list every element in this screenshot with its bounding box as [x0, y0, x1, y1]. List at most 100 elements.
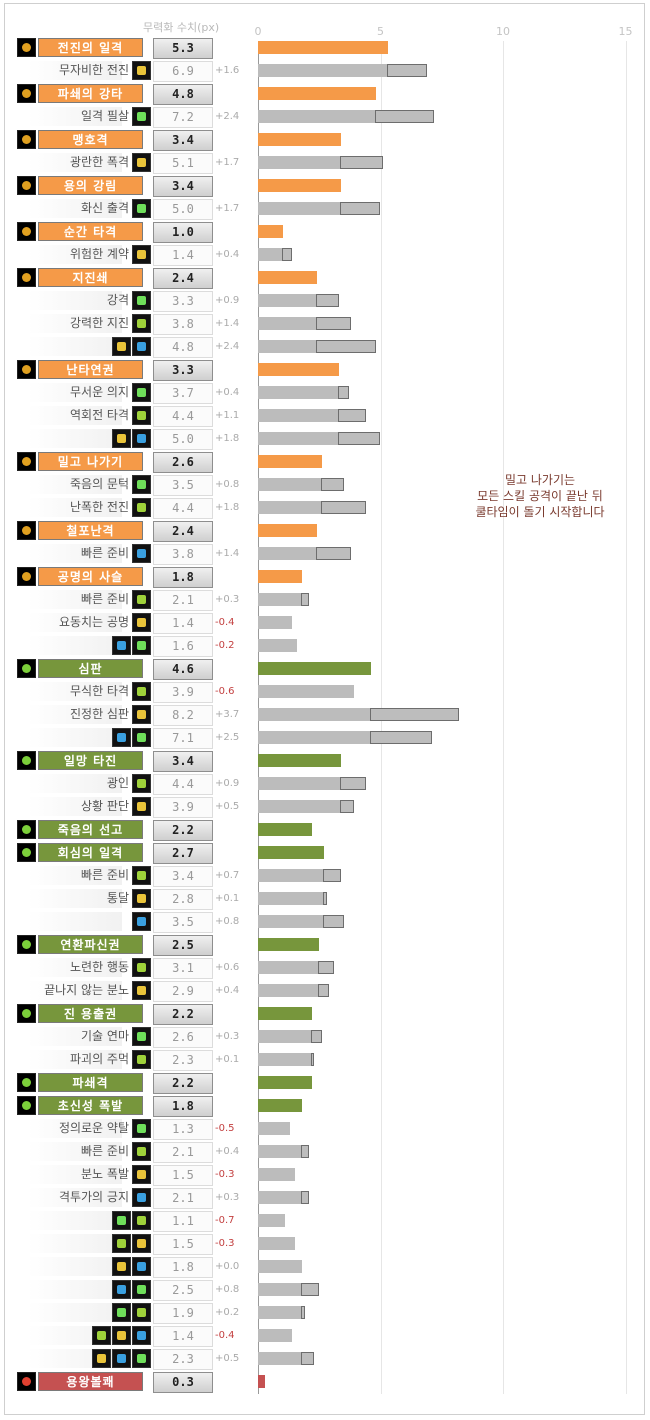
tripod-label: 빠른 준비: [81, 868, 129, 882]
tripod-label-background: [28, 590, 122, 609]
skill-row: 죽음의 선고 2.2: [0, 819, 650, 842]
skill-bar: [258, 87, 376, 100]
tripod-bar: [258, 685, 354, 698]
skill-row: 일망 타진 3.4: [0, 750, 650, 773]
tripod-icon: [132, 153, 151, 172]
tripod-icons: [92, 1326, 151, 1345]
tripod-label-background: [28, 636, 122, 655]
skill-label: 공명의 사슬: [38, 567, 143, 586]
skill-row: 순간 타격 1.0: [0, 221, 650, 244]
x-tick-label: 5: [377, 25, 384, 38]
skill-bar: [258, 455, 322, 468]
tripod-bar: [258, 1145, 310, 1158]
tripod-bar-increase: [318, 984, 330, 997]
tripod-label-background: [28, 613, 122, 632]
delta-label: +1.8: [215, 502, 240, 513]
tripod-bar-increase: [340, 202, 381, 215]
tripod-bar-increase: [340, 800, 354, 813]
delta-label: +0.6: [215, 962, 240, 973]
tripod-icons: [132, 406, 151, 425]
tripod-label: 화신 출격: [81, 201, 129, 215]
tripod-label-background: [28, 291, 122, 310]
skill-label: 일망 타진: [38, 751, 143, 770]
skill-bar: [258, 179, 342, 192]
tripod-icons: [132, 61, 151, 80]
skill-bar: [258, 1076, 312, 1089]
tripod-label-background: [28, 107, 122, 126]
delta-label: +0.3: [215, 1031, 240, 1042]
delta-label: -0.7: [215, 1215, 235, 1226]
tripod-icons: [112, 1280, 151, 1299]
skill-bar: [258, 271, 317, 284]
tripod-label: 빠른 준비: [81, 546, 129, 560]
delta-label: +1.6: [215, 65, 240, 76]
tripod-icons: [132, 199, 151, 218]
tripod-bar: [258, 1168, 295, 1181]
delta-label: -0.4: [215, 1330, 235, 1341]
tripod-icon: [132, 314, 151, 333]
tripod-icons: [132, 1027, 151, 1046]
tripod-icon: [132, 1188, 151, 1207]
delta-label: +0.2: [215, 1307, 240, 1318]
value-box: 2.3: [153, 1349, 213, 1370]
value-box: 2.4: [153, 521, 213, 542]
value-box: 3.8: [153, 314, 213, 335]
skill-icon: [17, 222, 36, 241]
tripod-row: 2.5 +0.8: [0, 1279, 650, 1302]
tripod-label: 진정한 심판: [69, 707, 129, 721]
tripod-icon: [132, 1326, 151, 1345]
tripod-bar: [258, 777, 366, 790]
value-box: 1.8: [153, 1257, 213, 1278]
delta-label: +2.5: [215, 732, 240, 743]
tripod-label-background: [28, 1303, 122, 1322]
tripod-icon: [132, 1257, 151, 1276]
tripod-label-background: [28, 1142, 122, 1161]
delta-label: +0.4: [215, 249, 240, 260]
tripod-label-background: [28, 1188, 122, 1207]
tripod-row: 정의로운 약탈 1.3 -0.5: [0, 1118, 650, 1141]
skill-label: 회심의 일격: [38, 843, 143, 862]
tripod-bar: [258, 984, 330, 997]
tripod-bar-increase: [301, 1306, 305, 1319]
skill-icon: [17, 843, 36, 862]
tripod-icon: [112, 1349, 131, 1368]
value-box: 2.6: [153, 1027, 213, 1048]
tripod-label: 상황 판단: [81, 799, 129, 813]
tripod-bar: [258, 593, 310, 606]
tripod-icons: [132, 981, 151, 1000]
skill-row: 초신성 폭발 1.8: [0, 1095, 650, 1118]
tripod-label-background: [28, 889, 122, 908]
skill-row: 회심의 일격 2.7: [0, 842, 650, 865]
value-box: 4.8: [153, 337, 213, 358]
tripod-label-background: [28, 797, 122, 816]
value-box: 3.9: [153, 682, 213, 703]
tripod-label-background: [28, 245, 122, 264]
value-box: 5.3: [153, 38, 213, 59]
tripod-row: 화신 출격 5.0 +1.7: [0, 198, 650, 221]
skill-label: 밀고 나가기: [38, 452, 143, 471]
tripod-label-background: [28, 1280, 122, 1299]
delta-label: +0.4: [215, 1146, 240, 1157]
value-box: 4.4: [153, 406, 213, 427]
tripod-label: 기술 연마: [81, 1029, 129, 1043]
skill-bar: [258, 1099, 303, 1112]
tripod-label: 분노 폭발: [81, 1167, 129, 1181]
delta-label: +0.9: [215, 295, 240, 306]
skill-label: 초신성 폭발: [38, 1096, 143, 1115]
tripod-bar: [258, 1191, 310, 1204]
tripod-bar: [258, 1030, 322, 1043]
tripod-label: 광인: [106, 776, 129, 790]
tripod-icons: [112, 728, 151, 747]
tripod-bar: [258, 340, 376, 353]
tripod-label: 난폭한 전진: [69, 500, 129, 514]
tripod-icon: [132, 1234, 151, 1253]
tripod-icons: [112, 1211, 151, 1230]
tripod-row: 1.9 +0.2: [0, 1302, 650, 1325]
tripod-row: 역회전 타격 4.4 +1.1: [0, 405, 650, 428]
tripod-icon: [132, 291, 151, 310]
value-box: 1.4: [153, 1326, 213, 1347]
tripod-label-background: [28, 1165, 122, 1184]
tripod-label: 격투가의 긍지: [58, 1190, 129, 1204]
tripod-bar: [258, 1352, 315, 1365]
value-box: 1.5: [153, 1165, 213, 1186]
